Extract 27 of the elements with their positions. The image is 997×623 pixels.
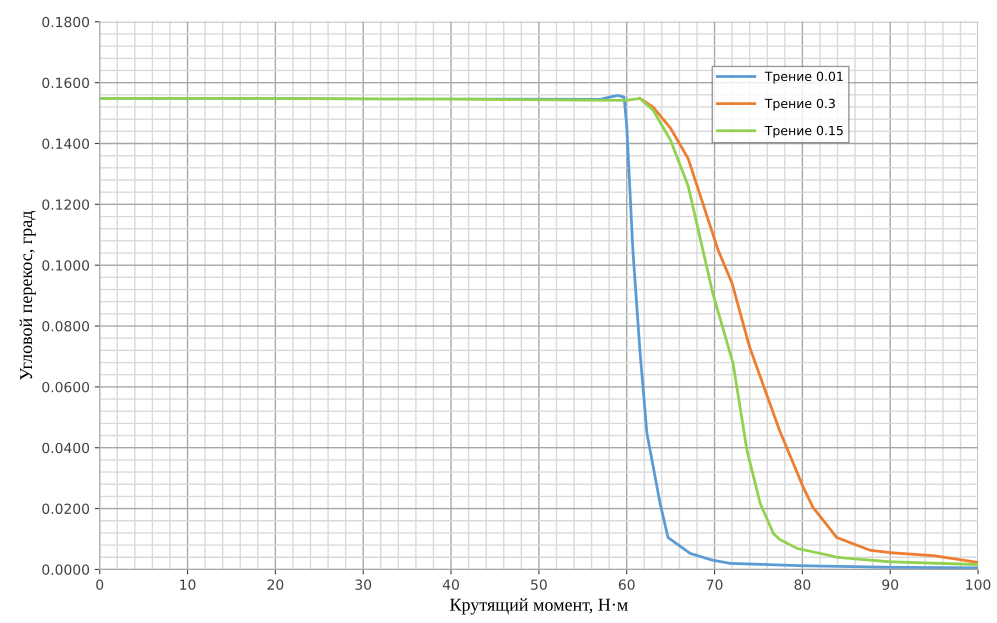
legend-label: Трение 0.3 [764, 98, 835, 111]
y-tick-label: 0.0200 [42, 504, 90, 514]
line-series [638, 97, 978, 564]
y-tick-label: 0.1000 [42, 260, 90, 271]
x-tick-label: 90 [882, 579, 898, 590]
x-tick-label: 40 [442, 579, 459, 590]
legend-label: Трение 0.15 [764, 126, 843, 138]
x-tick-label: 10 [180, 579, 196, 590]
x-tick-label: 60 [618, 579, 635, 590]
x-tick-label: 50 [531, 579, 547, 590]
y-tick-label: 0.0400 [42, 442, 90, 454]
y-tick-label: 0.1600 [42, 78, 90, 88]
x-tick-label: 0 [96, 579, 104, 590]
x-tick-label: 20 [268, 579, 284, 590]
x-tick-label: 80 [794, 579, 810, 590]
x-axis-title: Крутящий момент, Н·м [450, 598, 628, 615]
y-tick-label: 0.1200 [42, 199, 90, 210]
x-tick-label: 70 [706, 579, 722, 590]
y-tick-label: 0.0600 [42, 382, 90, 392]
y-tick-label: 0.0800 [42, 321, 90, 332]
y-axis-title: Угловой перекос, град [20, 210, 36, 380]
x-tick-label: 30 [355, 579, 372, 590]
legend-label: Трение 0.01 [764, 72, 843, 84]
y-tick-label: 0.1800 [42, 16, 90, 28]
x-tick-label: 100 [966, 579, 990, 590]
y-tick-label: 0.0000 [42, 564, 90, 575]
y-tick-label: 0.1400 [42, 138, 90, 149]
